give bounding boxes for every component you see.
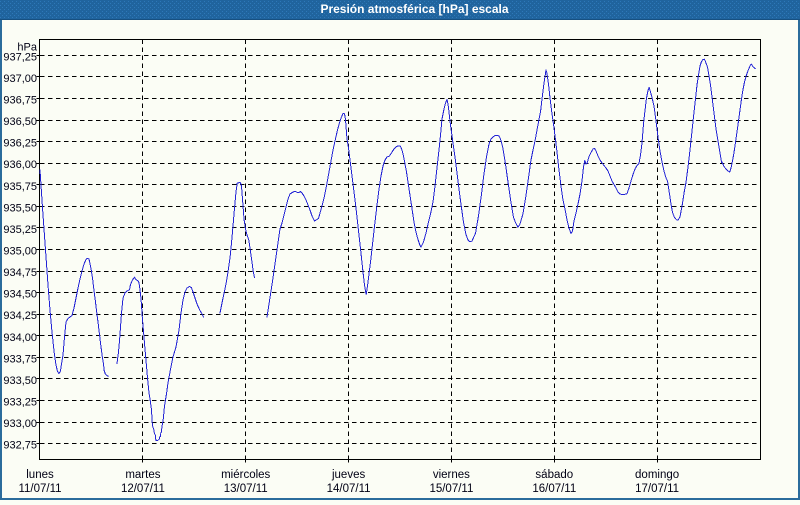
svg-text:933,75: 933,75 <box>3 353 37 365</box>
svg-text:17/07/11: 17/07/11 <box>635 483 679 495</box>
svg-text:15/07/11: 15/07/11 <box>429 483 473 495</box>
svg-text:933,50: 933,50 <box>3 375 37 387</box>
svg-text:935,25: 935,25 <box>3 224 37 236</box>
svg-text:935,75: 935,75 <box>3 181 37 193</box>
svg-text:936,25: 936,25 <box>3 138 37 150</box>
svg-text:11/07/11: 11/07/11 <box>18 483 61 495</box>
svg-text:hPa: hPa <box>17 42 37 54</box>
svg-text:936,75: 936,75 <box>3 95 37 107</box>
svg-text:martes: martes <box>125 469 160 481</box>
svg-text:16/07/11: 16/07/11 <box>532 483 576 495</box>
svg-text:934,00: 934,00 <box>3 332 37 344</box>
svg-text:936,50: 936,50 <box>3 116 37 128</box>
svg-text:12/07/11: 12/07/11 <box>121 483 165 495</box>
svg-text:lunes: lunes <box>26 469 54 481</box>
svg-text:935,00: 935,00 <box>3 246 37 258</box>
svg-text:937,00: 937,00 <box>3 73 37 85</box>
svg-text:13/07/11: 13/07/11 <box>224 483 268 495</box>
svg-text:14/07/11: 14/07/11 <box>327 483 371 495</box>
svg-text:934,25: 934,25 <box>3 310 37 322</box>
svg-text:937,25: 937,25 <box>3 51 37 63</box>
svg-text:935,50: 935,50 <box>3 202 37 214</box>
svg-text:domingo: domingo <box>635 469 679 481</box>
svg-text:miércoles: miércoles <box>221 469 270 481</box>
svg-text:936,00: 936,00 <box>3 159 37 171</box>
svg-text:932,75: 932,75 <box>3 440 37 452</box>
svg-text:viernes: viernes <box>433 469 470 481</box>
svg-text:933,00: 933,00 <box>3 418 37 430</box>
svg-text:jueves: jueves <box>331 469 365 481</box>
svg-text:934,75: 934,75 <box>3 267 37 279</box>
svg-text:933,25: 933,25 <box>3 397 37 409</box>
svg-text:934,50: 934,50 <box>3 289 37 301</box>
svg-text:sábado: sábado <box>535 469 573 481</box>
